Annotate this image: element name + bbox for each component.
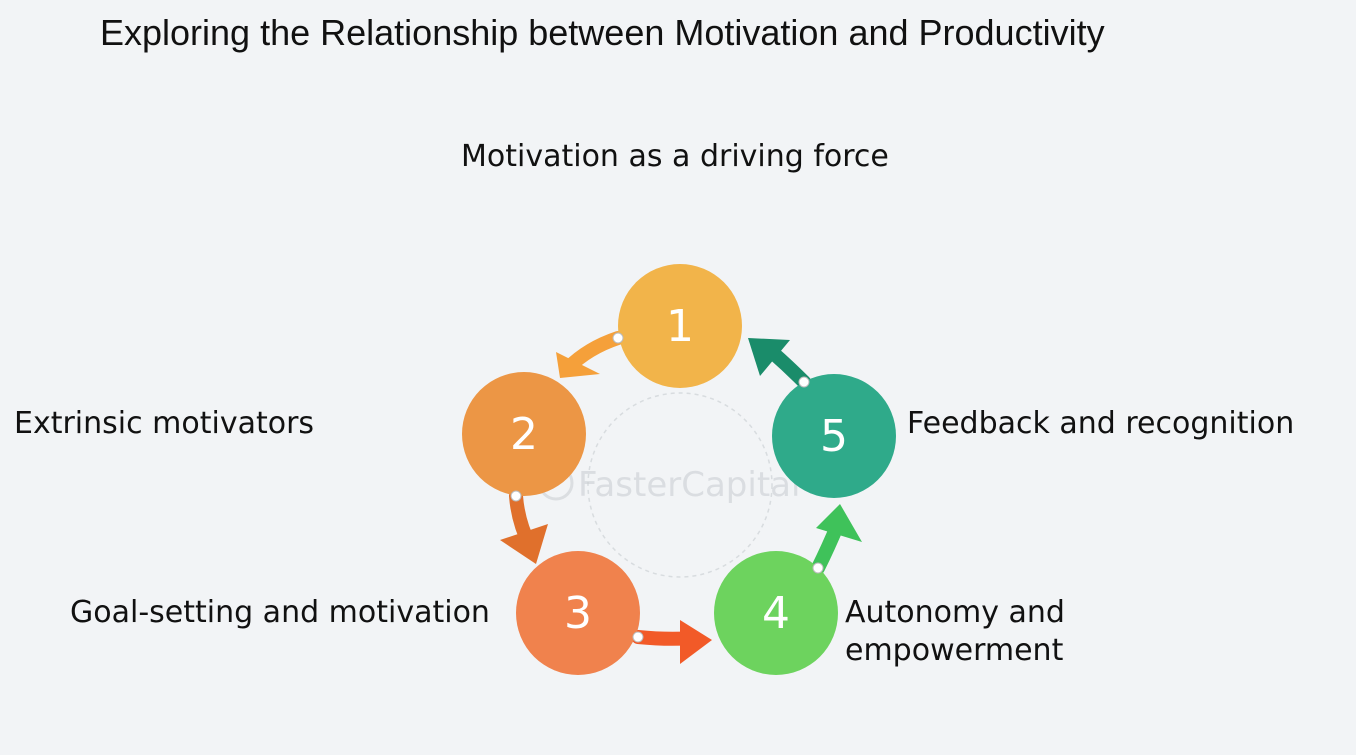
step-5-number: 5: [820, 411, 848, 462]
step-4: 4: [714, 551, 838, 675]
dot-4: [812, 562, 824, 574]
step-4-circle: [714, 551, 838, 675]
arrowhead-3: [680, 620, 712, 664]
step3-label: Goal-setting and motivation: [70, 595, 490, 630]
watermark-text: FasterCapital: [578, 465, 800, 505]
step-5-circle: [772, 374, 896, 498]
watermark: FasterCapital: [538, 465, 800, 505]
arrow-5-to-1: [765, 345, 811, 389]
step-4-number: 4: [762, 588, 790, 639]
step-1-number: 1: [666, 301, 694, 352]
step4-label-line1: Autonomy and: [845, 595, 1065, 630]
dot-5: [798, 376, 810, 388]
step-3: 3: [516, 551, 640, 675]
step2-label: Extrinsic motivators: [14, 406, 315, 441]
step-1: 1: [618, 264, 742, 388]
step4-label-line2: empowerment: [845, 633, 1064, 668]
page-title: Exploring the Relationship between Motiv…: [100, 12, 1105, 53]
arrowhead-5: [748, 338, 790, 376]
heading-label: Motivation as a driving force: [461, 139, 889, 174]
arrowhead-1: [556, 352, 600, 378]
arrowhead-2: [500, 524, 548, 564]
step-1-circle: [618, 264, 742, 388]
dot-2: [510, 490, 522, 502]
step-3-number: 3: [564, 588, 592, 639]
dot-1: [612, 332, 624, 344]
dot-3: [632, 631, 644, 643]
step-2-number: 2: [510, 409, 538, 460]
step-5: 5: [772, 374, 896, 498]
arrowhead-4: [816, 504, 862, 542]
center-ring: [587, 392, 773, 578]
step-2: 2: [462, 372, 586, 496]
step4-label: Autonomy and empowerment: [845, 594, 1065, 670]
step-2-circle: [462, 372, 586, 496]
step5-label: Feedback and recognition: [907, 406, 1295, 441]
step-3-circle: [516, 551, 640, 675]
connector-dots: [510, 332, 824, 643]
